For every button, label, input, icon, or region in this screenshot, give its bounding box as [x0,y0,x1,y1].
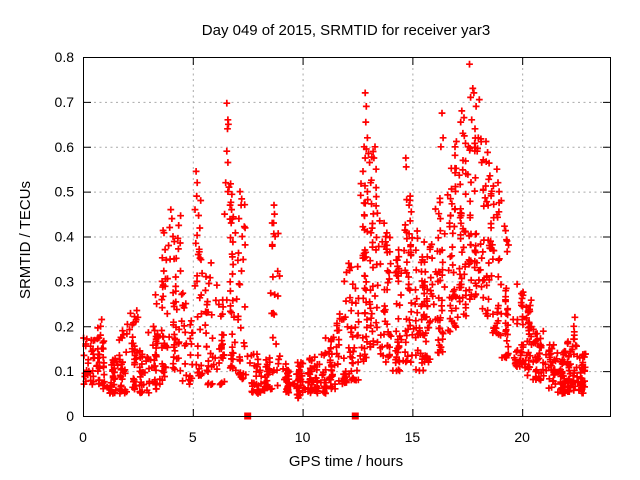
y-tick-label: 0.7 [55,94,75,110]
plot-generated-content: 0 5 10 15 20 0 0.1 0.2 0.3 0.4 0.5 0.6 0.7 0.8 [55,49,611,445]
data-points [80,60,589,402]
x-tick-label: 15 [405,429,421,445]
y-tick-label: 0.4 [55,229,75,245]
grid-lines [83,57,610,416]
axis-ticks [83,57,610,417]
x-tick-label: 5 [189,429,197,445]
chart-title: Day 049 of 2015, SRMTID for receiver yar… [202,22,490,39]
y-tick-label: 0.5 [55,184,75,200]
y-tick-label: 0.1 [55,363,75,379]
x-axis-label: GPS time / hours [289,453,403,470]
x-tick-label: 10 [295,429,311,445]
y-tick-label: 0 [66,408,74,424]
y-axis-label: SRMTID / TECUs [17,181,34,299]
y-tick-label: 0.3 [55,273,75,289]
y-tick-label: 0.6 [55,139,75,155]
y-tick-label: 0.2 [55,318,75,334]
plot-border [83,57,611,417]
x-tick-label: 20 [514,429,530,445]
x-tick-label: 0 [79,429,87,445]
y-tick-label: 0.8 [55,49,75,65]
